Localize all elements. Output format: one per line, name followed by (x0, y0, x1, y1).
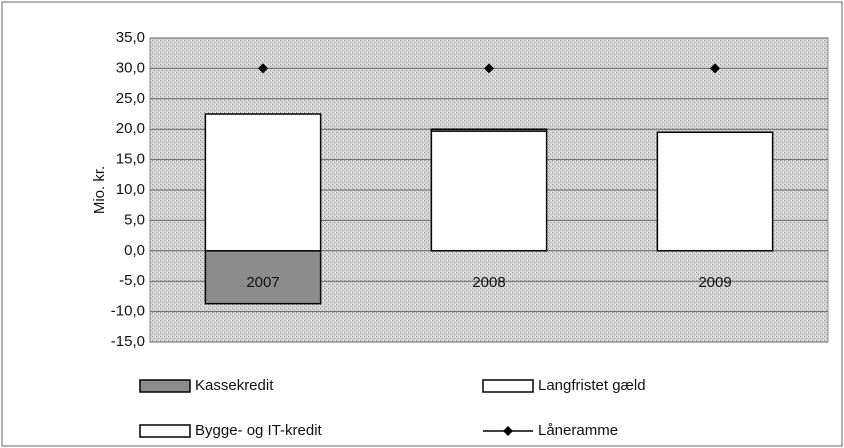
y-tick-label: -10,0 (111, 303, 145, 320)
line-marker (258, 63, 268, 74)
y-tick-label: -5,0 (119, 272, 145, 289)
bar-segment (656, 131, 774, 252)
legend-label: Kassekredit (195, 377, 274, 394)
y-tick-label: 35,0 (116, 29, 145, 46)
legend-label: Bygge- og IT-kredit (195, 422, 323, 439)
bar-segment (204, 113, 322, 252)
legend-label: Låneramme (538, 422, 618, 439)
y-tick-label: 0,0 (124, 242, 145, 259)
y-tick-label: 25,0 (116, 90, 145, 107)
y-tick-label: -15,0 (111, 333, 145, 350)
y-tick-label: 20,0 (116, 120, 145, 137)
x-tick-label: 2009 (698, 274, 731, 291)
legend-label: Langfristet gæld (538, 377, 646, 394)
y-tick-label: 10,0 (116, 181, 145, 198)
y-tick-label: 15,0 (116, 151, 145, 168)
bar-segment (430, 128, 548, 132)
line-marker (710, 63, 720, 74)
bar-segment (204, 250, 322, 305)
bar-segment (430, 130, 548, 252)
line-marker (484, 63, 494, 74)
y-axis-label: Mio. kr. (91, 166, 108, 214)
legend-swatch (139, 379, 191, 393)
legend-swatch (482, 379, 534, 393)
legend-marker (503, 426, 513, 436)
legend-swatch (139, 424, 191, 438)
x-tick-label: 2007 (246, 274, 279, 291)
x-tick-label: 2008 (472, 274, 505, 291)
y-tick-label: 30,0 (116, 59, 145, 76)
y-tick-label: 5,0 (124, 211, 145, 228)
